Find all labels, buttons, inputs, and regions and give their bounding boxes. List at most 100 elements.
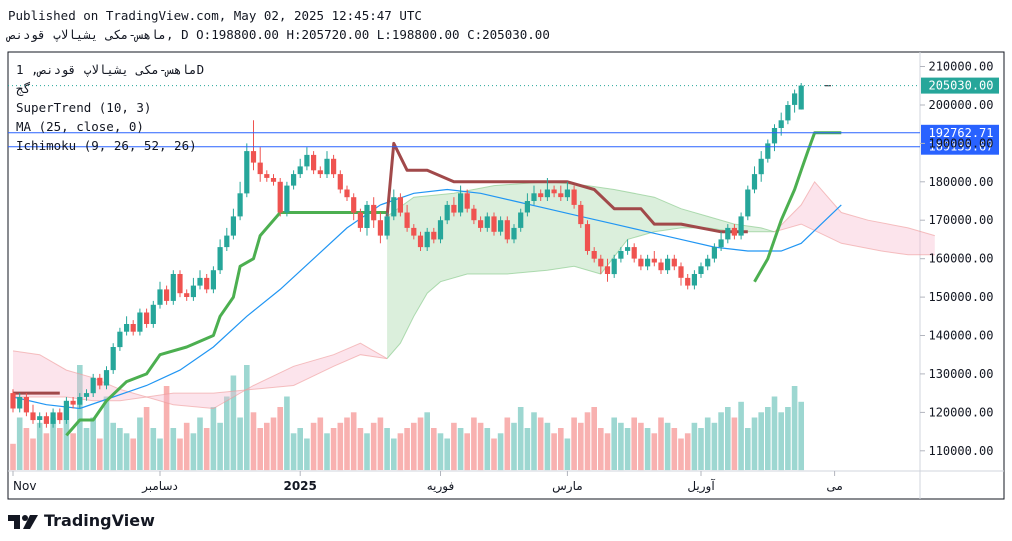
candle-body bbox=[164, 289, 170, 301]
candle-body bbox=[204, 277, 210, 290]
volume-bar bbox=[97, 438, 103, 470]
price-tag-label: 189135.67 bbox=[928, 140, 993, 154]
tradingview-logo[interactable]: TradingView bbox=[8, 511, 155, 530]
candle-body bbox=[177, 274, 183, 294]
candle-body bbox=[584, 224, 591, 251]
volume-bar bbox=[110, 422, 116, 471]
candle-body bbox=[144, 312, 150, 324]
volume-bar bbox=[30, 438, 36, 470]
candle-body bbox=[604, 266, 611, 274]
supertrend-up-segment bbox=[753, 131, 842, 283]
candle-body bbox=[792, 93, 798, 105]
volume-bar bbox=[411, 422, 417, 471]
time-axis[interactable]: Nov دسامبر 2025 فوریه مارس آوریل می bbox=[12, 471, 843, 494]
candle-body bbox=[444, 204, 450, 221]
y-tick-label: 120000.00 bbox=[928, 405, 993, 419]
volume-bar bbox=[123, 433, 130, 471]
volume-bar bbox=[57, 428, 63, 470]
cloud-bull-fill bbox=[387, 181, 775, 359]
y-tick-label: 170000.00 bbox=[928, 213, 993, 227]
volume-bar bbox=[644, 428, 651, 470]
legend-supertrend[interactable]: SuperTrend (10, 3) bbox=[16, 100, 152, 115]
legend-ichimoku[interactable]: Ichimoku (9, 26, 52, 26) bbox=[16, 138, 197, 153]
volume-bar bbox=[377, 417, 384, 470]
candle-body bbox=[671, 258, 677, 267]
volume-bar bbox=[464, 433, 470, 471]
volume-bar bbox=[103, 396, 110, 470]
volume-bar bbox=[397, 433, 404, 471]
legend-ma[interactable]: MA (25, close, 0) bbox=[16, 119, 144, 134]
candle-body bbox=[798, 85, 804, 110]
candle-body bbox=[97, 377, 103, 386]
candle-body bbox=[698, 266, 704, 274]
price-tag-bg bbox=[921, 77, 999, 94]
candle-body bbox=[317, 170, 323, 175]
candle-body bbox=[731, 227, 737, 236]
volume-bar bbox=[83, 428, 90, 470]
volume-bar bbox=[451, 422, 457, 471]
volume-bar bbox=[798, 401, 804, 471]
y-tick-label: 180000.00 bbox=[928, 175, 993, 189]
candle-body bbox=[478, 220, 484, 228]
volume-bar bbox=[77, 365, 83, 470]
candle-body bbox=[451, 204, 457, 213]
candle-body bbox=[357, 212, 363, 228]
candle-body bbox=[264, 174, 270, 178]
candle-body bbox=[484, 216, 490, 228]
candle-body bbox=[337, 174, 343, 190]
candle-body bbox=[224, 235, 230, 248]
candle-body bbox=[270, 178, 277, 182]
price-axis[interactable]: 110000.00 120000.00 130000.00 140000.00 1500… bbox=[920, 60, 994, 458]
candle-body bbox=[645, 258, 651, 267]
published-note: Published on TradingView.com, May 02, 20… bbox=[8, 8, 422, 23]
volume-bar bbox=[210, 407, 217, 470]
candle-body bbox=[190, 285, 196, 298]
volume-bar bbox=[758, 412, 764, 471]
candle-body bbox=[157, 289, 163, 305]
candle-body bbox=[665, 258, 671, 271]
volume-bar bbox=[23, 428, 30, 470]
candle-body bbox=[524, 201, 530, 213]
price-tag-bg bbox=[921, 124, 999, 141]
candle-body bbox=[611, 258, 617, 275]
volume-bar bbox=[471, 417, 477, 470]
candle-body bbox=[137, 312, 143, 332]
volume-bar bbox=[684, 433, 691, 471]
legend-symbol[interactable]: ماهس-مکی یشیالاپ قودنص, 1D bbox=[16, 62, 205, 77]
ma-line bbox=[12, 188, 842, 410]
volume-bar bbox=[237, 417, 243, 470]
y-tick-label: 200000.00 bbox=[928, 98, 993, 112]
volume-bar bbox=[297, 428, 303, 470]
volume-bar bbox=[477, 422, 484, 471]
candle-body bbox=[417, 235, 424, 248]
candle-body bbox=[371, 204, 377, 221]
candle-body bbox=[110, 347, 116, 371]
volume-bar bbox=[284, 396, 290, 470]
volume-bar bbox=[90, 417, 96, 470]
candle-body bbox=[691, 274, 697, 286]
volume-bar bbox=[63, 407, 70, 470]
price-tag-label: 192762.71 bbox=[928, 126, 993, 140]
volume-bar bbox=[431, 428, 437, 470]
candle-body bbox=[230, 216, 236, 236]
candle-body bbox=[217, 247, 223, 271]
candle-body bbox=[504, 220, 510, 240]
candle-body bbox=[458, 193, 464, 213]
volume-bar bbox=[324, 433, 330, 471]
candle-body bbox=[331, 158, 337, 175]
candles bbox=[10, 83, 831, 428]
candle-body bbox=[83, 393, 90, 397]
volume-bar bbox=[504, 417, 511, 470]
candle-body bbox=[738, 216, 744, 236]
volume-bar bbox=[558, 428, 564, 470]
candle-body bbox=[250, 151, 257, 163]
volume-bar bbox=[751, 417, 758, 470]
volume-bar bbox=[330, 428, 337, 470]
candle-body bbox=[257, 162, 263, 175]
candle-body bbox=[284, 185, 290, 213]
candle-body bbox=[324, 158, 330, 175]
candle-body bbox=[678, 266, 684, 278]
candle-body bbox=[77, 397, 83, 405]
candle-body bbox=[384, 216, 390, 236]
